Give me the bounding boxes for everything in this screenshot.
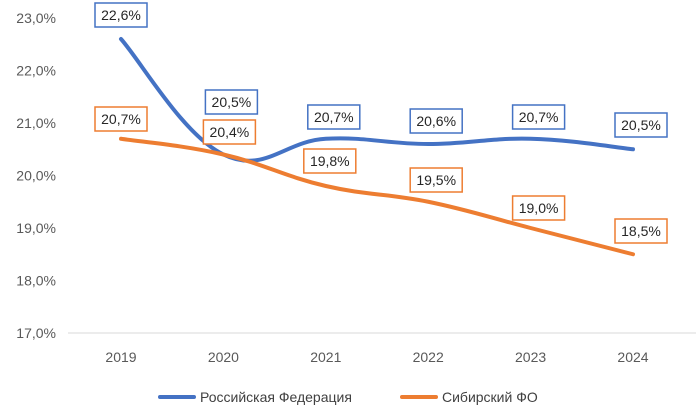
data-label-box: [614, 112, 668, 138]
data-label: 20,7%: [519, 109, 559, 125]
x-tick-label: 2024: [617, 349, 648, 365]
data-label: 20,7%: [101, 111, 141, 127]
data-label-box: [303, 148, 357, 174]
y-tick-label: 21,0%: [16, 115, 56, 131]
data-label: 19,0%: [519, 200, 559, 216]
x-tick-label: 2020: [208, 349, 239, 365]
data-label-box: [614, 218, 668, 244]
data-label: 20,4%: [210, 124, 250, 140]
data-label: 20,7%: [314, 109, 354, 125]
x-axis-tick-labels: 2019 2020 2021 2022 2023 2024: [105, 349, 648, 365]
x-tick-label: 2021: [310, 349, 341, 365]
y-tick-label: 18,0%: [16, 273, 56, 289]
data-label: 19,8%: [310, 153, 350, 169]
y-tick-label: 17,0%: [16, 325, 56, 341]
legend: Российская Федерация Сибирский ФО: [158, 389, 538, 405]
series-line-0: [119, 37, 635, 163]
data-label: 18,5%: [621, 223, 661, 239]
data-label-box: [409, 108, 463, 134]
series-lines: [119, 37, 635, 257]
y-tick-label: 23,0%: [16, 10, 56, 26]
x-tick-label: 2019: [105, 349, 136, 365]
data-label: 19,5%: [416, 172, 456, 188]
legend-label: Российская Федерация: [200, 389, 352, 405]
data-label-box: [307, 104, 361, 130]
y-axis-tick-labels: 17,0% 18,0% 19,0% 20,0% 21,0% 22,0% 23,0%: [16, 10, 56, 341]
data-label: 20,5%: [621, 117, 661, 133]
data-label: 22,6%: [101, 7, 141, 23]
data-label-box: [511, 195, 566, 221]
data-label-box: [94, 106, 148, 132]
data-label: 20,6%: [416, 113, 456, 129]
data-label-box: [204, 89, 259, 115]
y-tick-label: 20,0%: [16, 168, 56, 184]
legend-label: Сибирский ФО: [442, 389, 538, 405]
data-label-box: [94, 2, 148, 28]
data-label: 20,5%: [212, 94, 252, 110]
y-tick-label: 22,0%: [16, 63, 56, 79]
y-tick-label: 19,0%: [16, 220, 56, 236]
x-tick-label: 2023: [515, 349, 546, 365]
data-label-box: [409, 167, 463, 193]
data-label-box: [511, 104, 566, 130]
series-line-1: [119, 136, 635, 257]
data-label-box: [202, 119, 257, 145]
data-labels: 22,6% 20,5% 20,7% 20,6% 20,7% 20,5% 20,7% 20,4%…: [94, 2, 668, 244]
x-tick-label: 2022: [413, 349, 444, 365]
